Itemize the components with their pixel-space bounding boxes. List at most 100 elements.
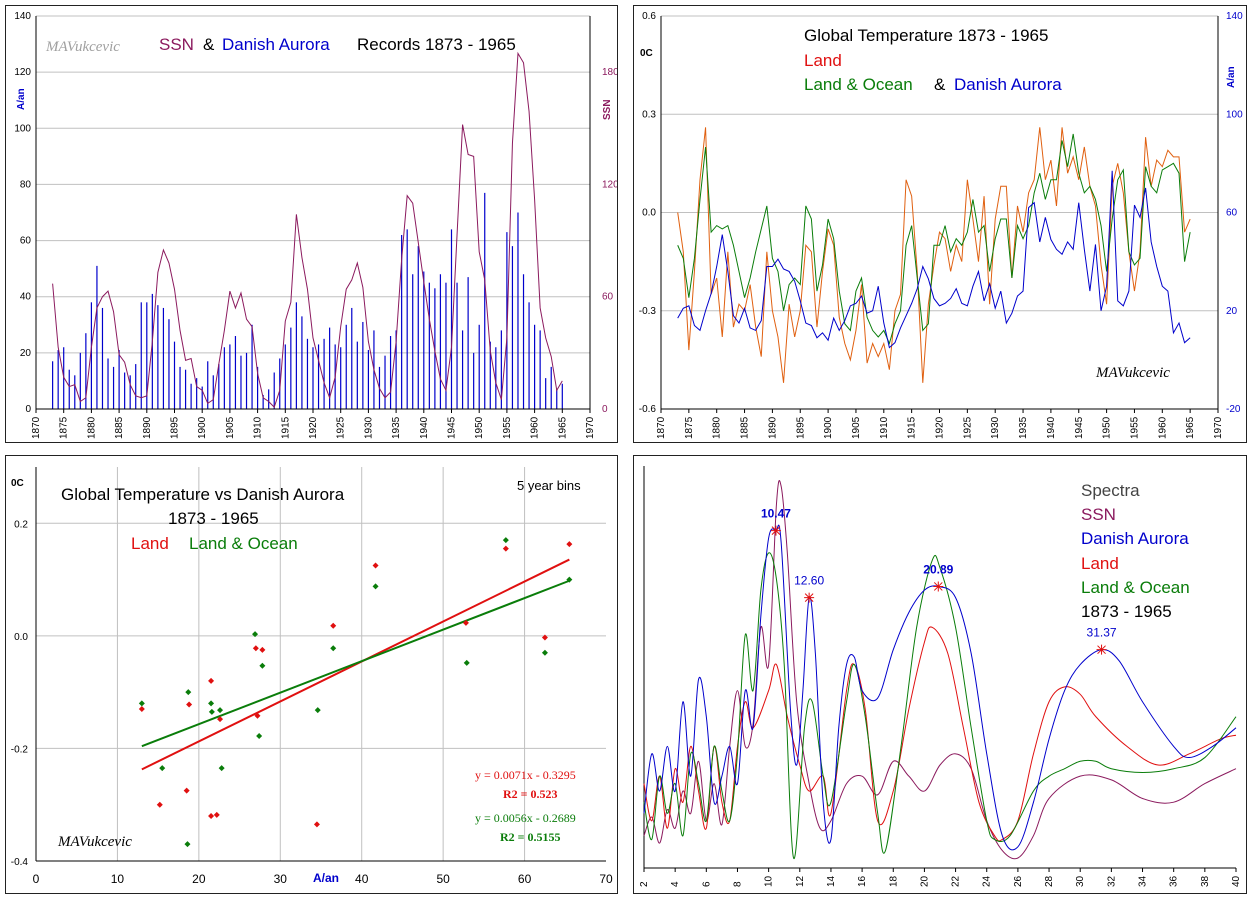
x-tick-label: 14 [826,875,837,887]
y-tick-label: 0.0 [14,632,28,643]
y-tick-label: 80 [20,179,32,190]
y2-tick-label: 0 [602,404,608,415]
land-ocean-trendline [141,579,570,748]
x-tick-label: 1960 [1157,416,1168,439]
spectra-panel: 2 4 6 8 10 12 14 16 18 20 22 24 26 28 30 32 34 36 38 40 10.… [633,455,1247,894]
x-tick-label: 10 [111,872,125,886]
land-spectrum-line [643,626,1237,842]
land-point [330,622,337,629]
land-series-line [677,127,1191,383]
land-point [254,712,261,719]
x-tick-label: 32 [1106,875,1117,887]
y-tick-label: 140 [14,11,31,22]
x-tick-label: 1870 [656,416,667,439]
land-ocean-point [541,649,548,656]
land-point [186,701,193,708]
ssn-series-line [52,51,563,409]
x-tick-label: 22 [951,875,962,887]
x-tick-label: 1885 [114,416,125,439]
x-tick-label: 1950 [474,416,485,439]
x-tick-label: 1920 [935,416,946,439]
x-tick-label: 4 [670,881,681,887]
equation-land: y = 0.0071x - 0.3295 [475,768,576,782]
legend-land-ocean: Land & Ocean [189,534,298,553]
x-tick-label: 40 [1231,875,1242,887]
x-tick-label: 1905 [225,416,236,439]
x-tick-label: 6 [701,881,712,887]
y-tick-label: -0.2 [11,744,29,755]
legend-aurora: Danish Aurora [1081,529,1189,548]
equation-land-ocean: y = 0.0056x - 0.2689 [475,811,576,825]
unit-label: 0C [640,48,653,59]
land-ocean-point [218,765,225,772]
land-point [208,677,215,684]
x-tick-label: 1885 [740,416,751,439]
x-tick-label: 1965 [557,416,568,439]
peak-label: 20.89 [923,562,953,576]
ylabel-left: A/an [16,88,27,110]
x-tick-label: 30 [1075,875,1086,887]
x-tick-label: 1950 [1102,416,1113,439]
y-tick-label: 0.3 [642,109,656,120]
title-rest: Records 1873 - 1965 [357,35,516,54]
land-ocean-point [208,708,215,715]
land-ocean-point [138,700,145,707]
y-tick-label: 120 [14,67,31,78]
signature-text: MAVukcevic [1095,365,1170,381]
r2-land-ocean: R2 = 0.5155 [500,830,561,844]
bins-label: 5 year bins [517,478,581,493]
x-tick-label: 1890 [767,416,778,439]
x-tick-label: 10 [764,875,775,887]
land-point [213,811,220,818]
land-point [502,545,509,552]
x-tick-label: 1955 [1129,416,1140,439]
legend-ssn: SSN [1081,505,1116,524]
x-tick-label: 1875 [684,416,695,439]
y2-tick-label: -20 [1226,404,1241,415]
land-point [462,619,469,626]
x-tick-label: 16 [857,875,868,887]
legend-aurora: Danish Aurora [954,75,1062,94]
y-tick-label: -0.6 [639,404,657,415]
x-tick-label: 1970 [1213,416,1224,439]
land-point [259,646,266,653]
x-tick-label: 40 [355,872,369,886]
x-tick-label: 34 [1138,875,1149,887]
xlabel: A/an [313,871,339,885]
land-point [208,812,215,819]
legend-land: Land [804,51,842,70]
x-tick-label: 18 [888,875,899,887]
y-tick-label: 40 [20,292,32,303]
land-ocean-point [566,576,573,583]
peak-marker [933,581,944,592]
y-tick-label: 60 [20,236,32,247]
scatter-chart: 0 10 20 30 40 50 60 70 -0.4 -0.2 0.0 0.2 Global Tem… [11,467,613,886]
x-tick-label: 1910 [253,416,264,439]
x-tick-label: 1925 [336,416,347,439]
legend-period: 1873 - 1965 [1081,602,1172,621]
aurora-spectrum-line [643,524,1237,851]
peak-marker [1096,644,1107,655]
spectra-chart: 2 4 6 8 10 12 14 16 18 20 22 24 26 28 30 32 34 36 38 40 10.… [639,466,1242,887]
signature-text: MAVukcevic [45,39,120,55]
x-tick-label: 1940 [1046,416,1057,439]
land-ocean-point [208,700,215,707]
x-tick-label: 2 [639,881,650,887]
x-tick-label: 1925 [962,416,973,439]
y-tick-label: -0.4 [11,857,29,868]
legend-land: Land [1081,554,1119,573]
title-amp: & [203,35,215,54]
x-tick-label: 1915 [280,416,291,439]
title-ssn: SSN [159,35,194,54]
ylabel-right: SSN [602,99,613,120]
ylabel-right: A/an [1226,66,1237,88]
legend-spectra: Spectra [1081,481,1140,500]
y-tick-label: 0.0 [642,208,656,219]
x-tick-label: 1970 [585,416,596,439]
legend-land-ocean: Land & Ocean [804,75,913,94]
x-tick-label: 28 [1044,875,1055,887]
x-tick-label: 1935 [1018,416,1029,439]
chart-title: Global Temperature vs Danish Aurora [61,485,345,504]
y-tick-label: 0.2 [14,519,28,530]
legend-amp: & [934,75,946,94]
